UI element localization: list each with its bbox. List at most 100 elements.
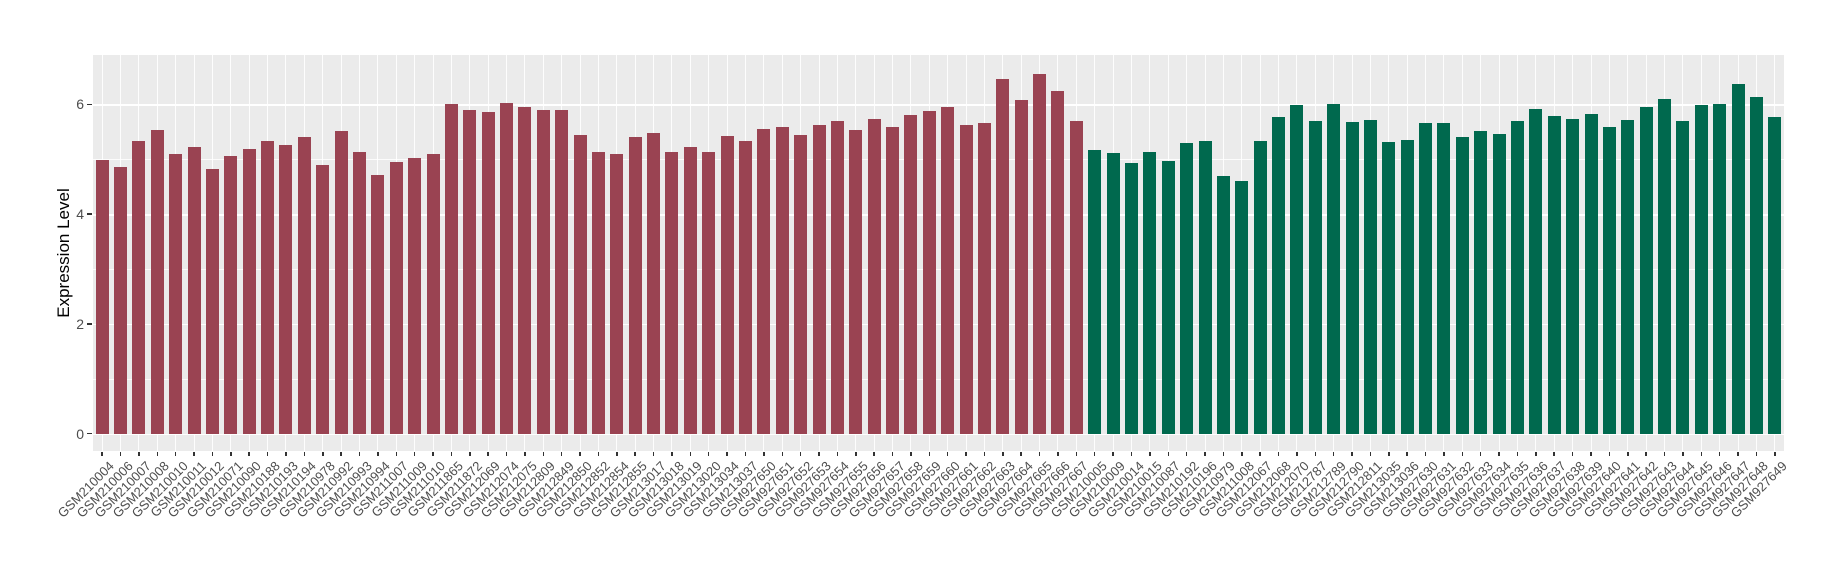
- bar-GSM927667: [1069, 120, 1083, 434]
- bar-GSM210004: [95, 159, 109, 434]
- x-axis-tick: [487, 451, 489, 456]
- x-axis-tick: [689, 451, 692, 456]
- bar-GSM213037: [739, 141, 752, 434]
- bar-GSM927635: [1510, 120, 1524, 434]
- bar-GSM212070: [1290, 104, 1304, 434]
- bar-GSM212787: [1308, 120, 1322, 434]
- x-axis-tick: [671, 451, 673, 456]
- minor-gridline: [93, 159, 1784, 160]
- bar-GSM212854: [610, 153, 624, 434]
- bar-GSM211008: [1235, 181, 1249, 434]
- x-axis-tick: [1443, 451, 1445, 456]
- x-axis-tick: [1204, 451, 1206, 456]
- bar-GSM210978: [316, 165, 330, 434]
- bar-GSM212074: [500, 102, 514, 434]
- bar-GSM211010: [426, 154, 440, 434]
- major-gridline: [93, 323, 1784, 326]
- bar-GSM210010: [169, 154, 183, 434]
- major-gridline: [93, 433, 1784, 436]
- bar-GSM210005: [1088, 150, 1102, 434]
- bar-GSM927657: [886, 126, 900, 434]
- bar-GSM927651: [775, 127, 789, 434]
- bar-GSM210006: [114, 166, 128, 434]
- x-axis-tick: [266, 451, 269, 456]
- x-axis-tick: [818, 451, 820, 456]
- bar-GSM927643: [1658, 98, 1672, 434]
- x-axis-tick: [560, 451, 563, 456]
- bar-GSM927665: [1033, 74, 1047, 434]
- bar-GSM210196: [1198, 140, 1212, 434]
- x-axis-tick: [156, 451, 159, 456]
- y-axis-tick: [87, 103, 92, 106]
- x-axis-tick: [542, 451, 545, 456]
- x-axis-tick: [1718, 451, 1721, 456]
- bar-GSM927638: [1566, 119, 1580, 434]
- y-axis-tick-label: 6: [76, 96, 84, 113]
- bar-GSM927641: [1621, 119, 1635, 434]
- bar-GSM211865: [444, 104, 458, 434]
- x-axis-tick: [1222, 451, 1225, 456]
- bar-GSM210192: [1180, 143, 1194, 434]
- bar-GSM927655: [849, 129, 863, 434]
- x-axis-tick: [634, 451, 636, 456]
- x-axis-tick: [726, 451, 728, 456]
- x-axis-tick: [1185, 451, 1188, 456]
- bar-GSM927663: [996, 79, 1010, 434]
- bar-GSM927639: [1584, 114, 1598, 434]
- bar-GSM927662: [977, 122, 991, 434]
- x-axis-tick: [1627, 451, 1629, 456]
- x-axis-tick: [1590, 451, 1592, 456]
- bar-GSM927644: [1676, 120, 1690, 434]
- x-axis-tick: [1075, 451, 1078, 456]
- bar-GSM927630: [1419, 122, 1433, 434]
- x-axis-tick: [1020, 451, 1022, 456]
- x-axis-tick: [505, 451, 508, 456]
- x-axis-tick: [597, 451, 600, 456]
- bar-GSM210014: [1124, 163, 1138, 434]
- bar-GSM927636: [1529, 109, 1543, 434]
- bar-GSM212811: [1363, 119, 1377, 434]
- x-axis-tick: [616, 451, 618, 456]
- bar-GSM212075: [518, 106, 532, 434]
- bar-GSM211007: [389, 162, 403, 434]
- x-axis-tick: [836, 451, 839, 456]
- x-axis-tick: [579, 451, 581, 456]
- y-axis-tick-label: 0: [76, 425, 84, 442]
- bar-GSM211872: [463, 110, 477, 434]
- x-axis-tick: [138, 451, 140, 456]
- bar-GSM211009: [408, 158, 422, 434]
- x-axis-tick: [1038, 451, 1041, 456]
- bar-GSM212852: [591, 151, 605, 434]
- bar-GSM927646: [1713, 103, 1727, 434]
- bar-GSM927648: [1749, 97, 1763, 434]
- x-axis-tick: [303, 451, 306, 456]
- bar-GSM212789: [1327, 103, 1341, 434]
- bar-GSM213034: [720, 135, 734, 434]
- x-axis-tick: [1535, 451, 1537, 456]
- bar-GSM927645: [1694, 104, 1708, 434]
- bar-GSM210015: [1143, 152, 1157, 434]
- x-axis-tick: [744, 451, 747, 456]
- x-axis-tick: [1737, 451, 1739, 456]
- x-axis-tick: [928, 451, 931, 456]
- major-gridline: [93, 214, 1784, 216]
- x-axis-tick: [1424, 451, 1427, 456]
- y-axis-tick: [87, 323, 92, 325]
- x-axis-tick: [119, 451, 122, 456]
- y-axis-tick: [87, 213, 92, 215]
- x-axis-tick: [1351, 451, 1353, 456]
- x-axis-tick: [910, 451, 912, 456]
- bar-GSM210090: [242, 149, 256, 434]
- x-axis-tick: [1498, 451, 1500, 456]
- x-axis-tick: [1461, 451, 1464, 456]
- x-axis-tick: [101, 451, 103, 456]
- x-axis-tick: [1112, 451, 1114, 456]
- x-axis-tick: [1369, 451, 1372, 456]
- x-axis-tick: [1241, 451, 1243, 456]
- x-axis-tick: [1259, 451, 1261, 456]
- x-axis-tick: [432, 451, 434, 456]
- x-axis-tick: [1314, 451, 1317, 456]
- bar-GSM213036: [1400, 139, 1414, 434]
- bar-GSM927649: [1768, 116, 1782, 434]
- x-axis-tick: [1516, 451, 1519, 456]
